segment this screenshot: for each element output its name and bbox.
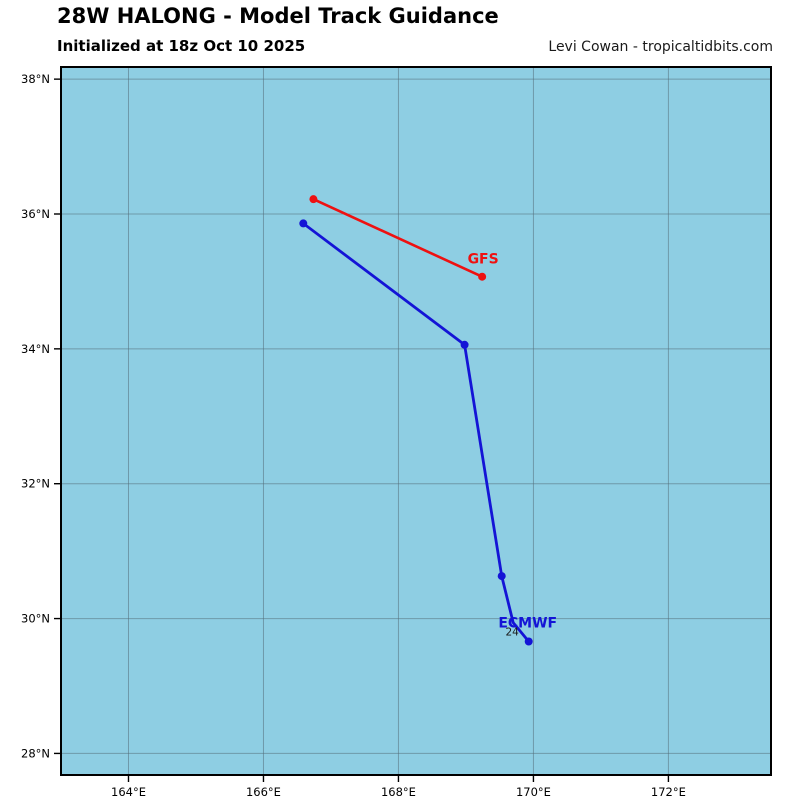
y-tick-label: 34°N [21,342,50,356]
ecmwf-track-point [497,572,506,581]
map-border [60,66,772,776]
ecmwf-track-point [460,340,469,349]
x-tick-label: 168°E [381,785,416,799]
ocean-background [61,67,771,775]
y-tick-label: 30°N [21,612,50,626]
x-tick-label: 166°E [246,785,281,799]
page-title: 28W HALONG - Model Track Guidance [57,4,499,28]
gfs-track-point [309,195,318,204]
init-time-label: Initialized at 18z Oct 10 2025 [57,37,306,55]
credit-label: Levi Cowan - tropicaltidbits.com [548,39,773,55]
ecmwf-track-point [299,219,308,228]
ecmwf-model-label: ECMWF [498,615,557,631]
y-tick-label: 38°N [21,72,50,86]
ecmwf-track-point [524,637,533,646]
x-tick-label: 164°E [111,785,146,799]
gfs-model-label: GFS [468,252,499,268]
gfs-track-point [478,272,487,281]
x-tick-label: 170°E [516,785,551,799]
y-tick-label: 36°N [21,207,50,221]
ecmwf-hour-label: 24 [505,627,519,639]
y-tick-label: 32°N [21,477,50,491]
y-tick-label: 28°N [21,746,50,760]
x-tick-label: 172°E [651,785,686,799]
gfs-track-line [312,197,484,279]
